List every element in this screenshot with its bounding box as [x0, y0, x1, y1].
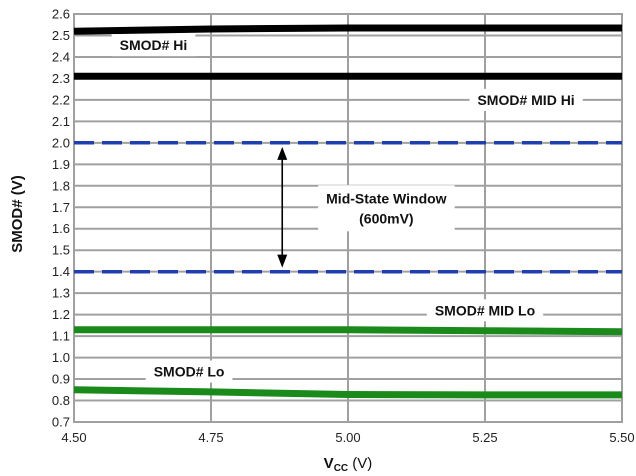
x-axis-title-main: V	[324, 455, 334, 472]
x-tick-label-3: 5.25	[472, 430, 497, 445]
x-tick-label-1: 4.75	[198, 430, 223, 445]
x-tick-label-0: 4.50	[61, 430, 86, 445]
series-annotation-3: SMOD# Lo	[145, 360, 233, 383]
series-annotation-label: SMOD# MID Lo	[435, 302, 535, 318]
y-tick-labels: 0.7 0.8 0.9 1.0 1.1 1.2 1.3 1.4 1.5 1.6 1.7 1.8 1.9 2…	[52, 7, 70, 430]
series-line-4	[74, 326, 623, 336]
window-label-line1: Mid-State Window	[326, 190, 447, 206]
x-tick-label-4: 5.50	[609, 430, 634, 445]
series-annotation-bg	[469, 88, 583, 111]
y-tick-label-4: 1.1	[52, 329, 70, 344]
series-annotation-bg	[426, 299, 544, 322]
series-annotation-label: SMOD# Hi	[120, 37, 188, 53]
y-tick-label-7: 1.4	[52, 264, 70, 279]
series-annotation-1: SMOD# MID Hi	[469, 88, 583, 111]
x-tick-labels: 4.50 4.75 5.00 5.25 5.50	[61, 430, 634, 445]
window-arrow-up	[277, 146, 288, 160]
x-tick-label-2: 5.00	[335, 430, 360, 445]
y-tick-label-3: 1.0	[52, 350, 70, 365]
window-arrow-down	[277, 254, 288, 268]
series-line-0	[73, 24, 622, 35]
y-tick-label-10: 1.7	[52, 200, 70, 215]
y-tick-label-15: 2.2	[52, 92, 70, 107]
y-tick-label-6: 1.3	[52, 286, 70, 301]
series-annotation-0: SMOD# Hi	[111, 34, 196, 57]
y-tick-label-17: 2.4	[52, 49, 70, 64]
series-annotations: SMOD# Hi SMOD# MID Hi SMOD# MID Lo SMOD# Lo	[111, 34, 583, 383]
plot-frame	[73, 13, 623, 423]
mid-state-window: Mid-State Window (600mV)	[277, 146, 455, 268]
y-tick-label-16: 2.3	[52, 71, 70, 86]
y-tick-label-9: 1.6	[52, 221, 70, 236]
window-label-bg	[318, 185, 455, 232]
series-annotation-bg	[145, 360, 233, 383]
y-tick-label-8: 1.5	[52, 243, 70, 258]
y-tick-label-14: 2.1	[52, 114, 70, 129]
window-label: Mid-State Window (600mV)	[318, 185, 455, 232]
y-tick-label-0: 0.7	[52, 415, 70, 430]
series-line-5	[73, 386, 622, 399]
y-tick-label-5: 1.2	[52, 307, 70, 322]
y-tick-label-11: 1.8	[52, 178, 70, 193]
x-axis-title: VCC (V)	[324, 455, 373, 474]
y-tick-label-19: 2.6	[52, 7, 70, 22]
y-axis-title: SMOD# (V)	[9, 175, 26, 253]
series-lines	[73, 24, 623, 399]
y-tick-label-18: 2.5	[52, 28, 70, 43]
series-annotation-bg	[111, 34, 196, 57]
window-label-line2: (600mV)	[359, 210, 413, 226]
series-annotation-label: SMOD# Lo	[154, 364, 225, 380]
y-tick-label-13: 2.0	[52, 135, 70, 150]
x-axis-title-unit: (V)	[348, 455, 372, 472]
y-tick-label-2: 0.9	[52, 372, 70, 387]
y-tick-label-12: 1.9	[52, 157, 70, 172]
x-axis-title-sub: CC	[334, 463, 348, 474]
series-annotation-2: SMOD# MID Lo	[426, 299, 544, 322]
y-tick-label-1: 0.8	[52, 393, 70, 408]
series-annotation-label: SMOD# MID Hi	[477, 92, 574, 108]
